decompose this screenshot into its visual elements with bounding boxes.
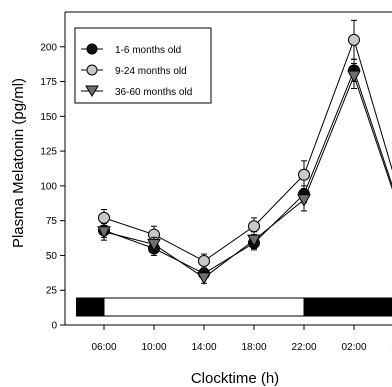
legend-label: 9-24 months old [115,66,187,77]
data-point-triangle [247,234,261,248]
data-point-circle [98,211,110,224]
series-layer [97,19,392,285]
data-point-circle [348,33,360,46]
legend-item-1-6-months: 1-6 months old [81,43,181,56]
data-point-triangle [347,70,361,84]
data-point-circle [198,255,210,268]
photoperiod-dark [76,297,105,317]
x-tick-label: 18:00 [241,342,266,353]
photoperiod-dark [303,297,392,317]
x-tick-label: 02:00 [341,342,366,353]
y-tick-label: 200 [40,42,57,53]
y-tick-label: 0 [51,321,57,332]
y-tick-label: 175 [40,77,57,88]
photoperiod-bar [76,297,392,317]
x-tick-label: 06:00 [91,342,116,353]
y-tick-label: 125 [40,147,57,158]
data-point-circle [248,220,260,233]
y-tick-label: 150 [40,112,57,123]
y-axis: 0 25 50 75 100 125 150 175 200 [40,42,65,332]
data-point-triangle [197,272,211,285]
legend-marker-triangle-down [85,85,99,97]
legend-item-36-60-months: 36-60 months old [81,85,192,98]
plot-frame [64,11,392,326]
y-tick-label: 50 [46,251,58,262]
legend-marker-circle-dark [86,43,98,55]
x-tick-label: 14:00 [191,342,216,353]
x-axis-title: Clocktime (h) [191,370,279,387]
data-point-circle [298,168,310,181]
y-tick-label: 25 [46,286,58,297]
legend-marker-circle-light [86,64,98,76]
x-tick-label: 22:00 [291,342,316,353]
legend-item-9-24-months: 9-24 months old [81,64,187,77]
x-tick-label: 10:00 [141,342,166,353]
y-axis-title: Plasma Melatonin (pg/ml) [10,78,27,248]
series-line [103,74,392,279]
data-point-triangle [147,238,161,252]
legend: 1-6 months old 9-24 months old 36-60 mon… [74,27,212,104]
photoperiod-light [103,297,305,317]
data-point-triangle [97,226,111,239]
series-3 [97,62,392,285]
y-tick-label: 100 [40,181,57,192]
legend-label: 36-60 months old [115,87,192,98]
data-point-triangle [297,194,311,207]
y-tick-label: 75 [46,216,58,227]
legend-label: 1-6 months old [115,45,181,56]
